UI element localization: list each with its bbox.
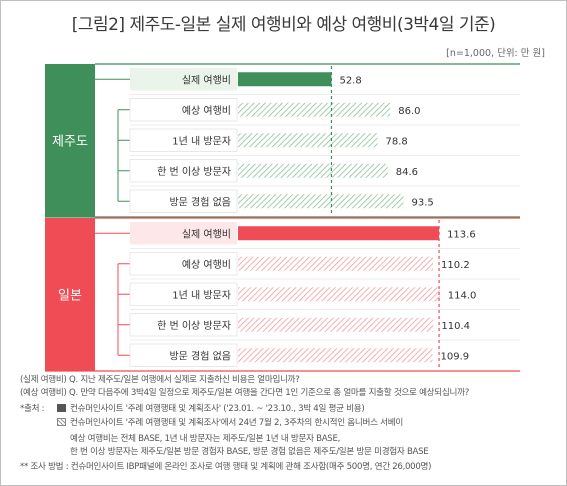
value-label: 110.4 — [441, 321, 470, 332]
footnote-method: ** 조사 방법 : 컨슈머인사이트 IBP패널에 온라인 조사로 여행 행태 … — [20, 462, 432, 472]
category-label-box — [130, 68, 237, 91]
category-label-box — [130, 222, 237, 245]
group-block-0 — [45, 64, 95, 217]
category-label-box — [129, 159, 238, 183]
footnote-source-1: 컨슈머인사이트 '주례 여행행태 및 계획조사' ('23.01. ~ '23.… — [70, 404, 365, 414]
category-label-box — [129, 98, 238, 122]
value-label: 52.8 — [339, 75, 361, 86]
bar — [238, 133, 378, 148]
group-block-1 — [45, 218, 95, 371]
category-label-box — [129, 282, 238, 306]
category-label: 실제 여행비 — [182, 228, 231, 240]
category-label-box — [129, 343, 238, 367]
hatched-bar-swatch — [57, 418, 66, 426]
bar — [238, 72, 332, 87]
solid-bar-swatch — [57, 404, 66, 412]
footnote-source-2: 컨슈머인사이트 '주례 여행행태 및 계획조사'에서 24년 7월 2, 3주차… — [70, 418, 403, 428]
bar — [238, 102, 391, 117]
chart-title: [그림2] 제주도-일본 실제 여행비와 예상 여행비(3박4일 기준) — [71, 15, 496, 35]
group-label: 일본 — [58, 289, 82, 304]
bar — [238, 348, 433, 363]
footnote-source-label: *출처 : — [20, 404, 45, 414]
category-label-box — [129, 128, 238, 152]
category-label-box — [129, 313, 238, 337]
category-label: 예상 여행비 — [182, 259, 231, 271]
value-label: 110.2 — [441, 260, 470, 271]
value-label: 113.6 — [447, 229, 476, 240]
category-label: 한 번 이상 방문자 — [157, 320, 231, 332]
bar — [238, 163, 388, 178]
category-label: 한 번 이상 방문자 — [157, 166, 231, 178]
value-label: 84.6 — [396, 167, 418, 178]
category-label-box — [129, 252, 238, 276]
group-label: 제주도 — [52, 135, 88, 150]
value-label: 93.5 — [411, 197, 433, 208]
bar — [238, 256, 434, 271]
bar — [238, 287, 440, 302]
value-label: 109.9 — [441, 351, 470, 362]
footnote-question-expected: (예상 여행비) Q. 만약 다음주에 3박4일 일정으로 제주도/일본 여행을… — [20, 388, 469, 398]
category-label: 예상 여행비 — [182, 105, 231, 117]
category-label: 방문 경험 없음 — [169, 349, 231, 362]
bar — [238, 194, 404, 209]
value-label: 114.0 — [448, 290, 477, 301]
value-label: 78.8 — [385, 136, 407, 147]
footnote-base-2: 한 번 이상 방문자는 제주도/일본 방문 경험자 BASE, 방문 경험 없음… — [70, 447, 429, 457]
category-label: 방문 경험 없음 — [169, 195, 231, 208]
value-label: 86.0 — [398, 106, 420, 117]
footnote-base-1: 예상 여행비는 전체 BASE, 1년 내 방문자는 제주도/일본 1년 내 방… — [70, 434, 341, 444]
bar — [238, 226, 440, 241]
category-label-box — [129, 189, 238, 213]
bar — [238, 317, 434, 332]
unit-note: [n=1,000, 단위: 만 원] — [446, 48, 545, 59]
footnote-question-actual: (실제 여행비) Q. 지난 제주도/일본 여행에서 실제로 지출하신 비용은 … — [20, 375, 300, 385]
category-label: 1년 내 방문자 — [172, 135, 231, 147]
category-label: 1년 내 방문자 — [172, 289, 231, 301]
category-label: 실제 여행비 — [182, 74, 231, 86]
